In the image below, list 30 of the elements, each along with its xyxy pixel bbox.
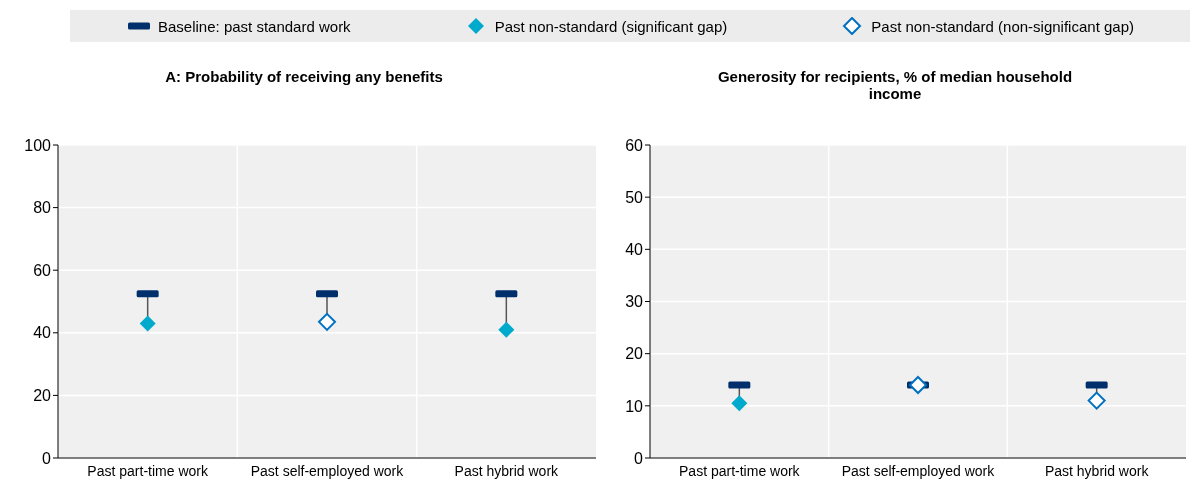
y-tick-label: 30	[625, 293, 644, 311]
y-tick-label: 0	[634, 449, 644, 467]
y-tick-label: 80	[33, 199, 52, 217]
y-tick-label: 50	[625, 188, 644, 206]
x-tick-label: Past part-time work	[679, 462, 801, 479]
chart-title: Generosity for recipients, % of median household income	[716, 68, 1074, 104]
point	[909, 375, 927, 394]
point	[498, 321, 515, 338]
y-tick-label: 40	[33, 324, 52, 342]
point	[1087, 391, 1106, 410]
y-tick-label: 60	[625, 136, 644, 154]
x-tick-label: Past part-time work	[87, 462, 209, 479]
y-tick-label: 20	[625, 345, 644, 363]
chart-title: A: Probability of receiving any benefits	[164, 68, 444, 87]
x-tick-label: Past self-employed work	[841, 462, 996, 479]
legend-label: Past non-standard (non-significant gap)	[871, 17, 1134, 35]
y-tick-label: 10	[625, 397, 644, 415]
x-tick-label: Past hybrid work	[454, 462, 560, 479]
y-tick-label: 20	[33, 387, 52, 405]
legend-label: Past non-standard (significant gap)	[494, 17, 728, 35]
point	[731, 395, 748, 412]
y-tick-label: 40	[625, 241, 644, 259]
y-tick-label: 60	[33, 261, 52, 279]
x-tick-label: Past hybrid work	[1044, 462, 1150, 479]
point	[139, 315, 156, 332]
y-tick-label: 100	[24, 136, 52, 154]
point	[318, 312, 336, 331]
y-tick-label: 0	[42, 449, 52, 467]
x-tick-label: Past self-employed work	[250, 462, 405, 479]
legend-label: Baseline: past standard work	[158, 17, 351, 35]
